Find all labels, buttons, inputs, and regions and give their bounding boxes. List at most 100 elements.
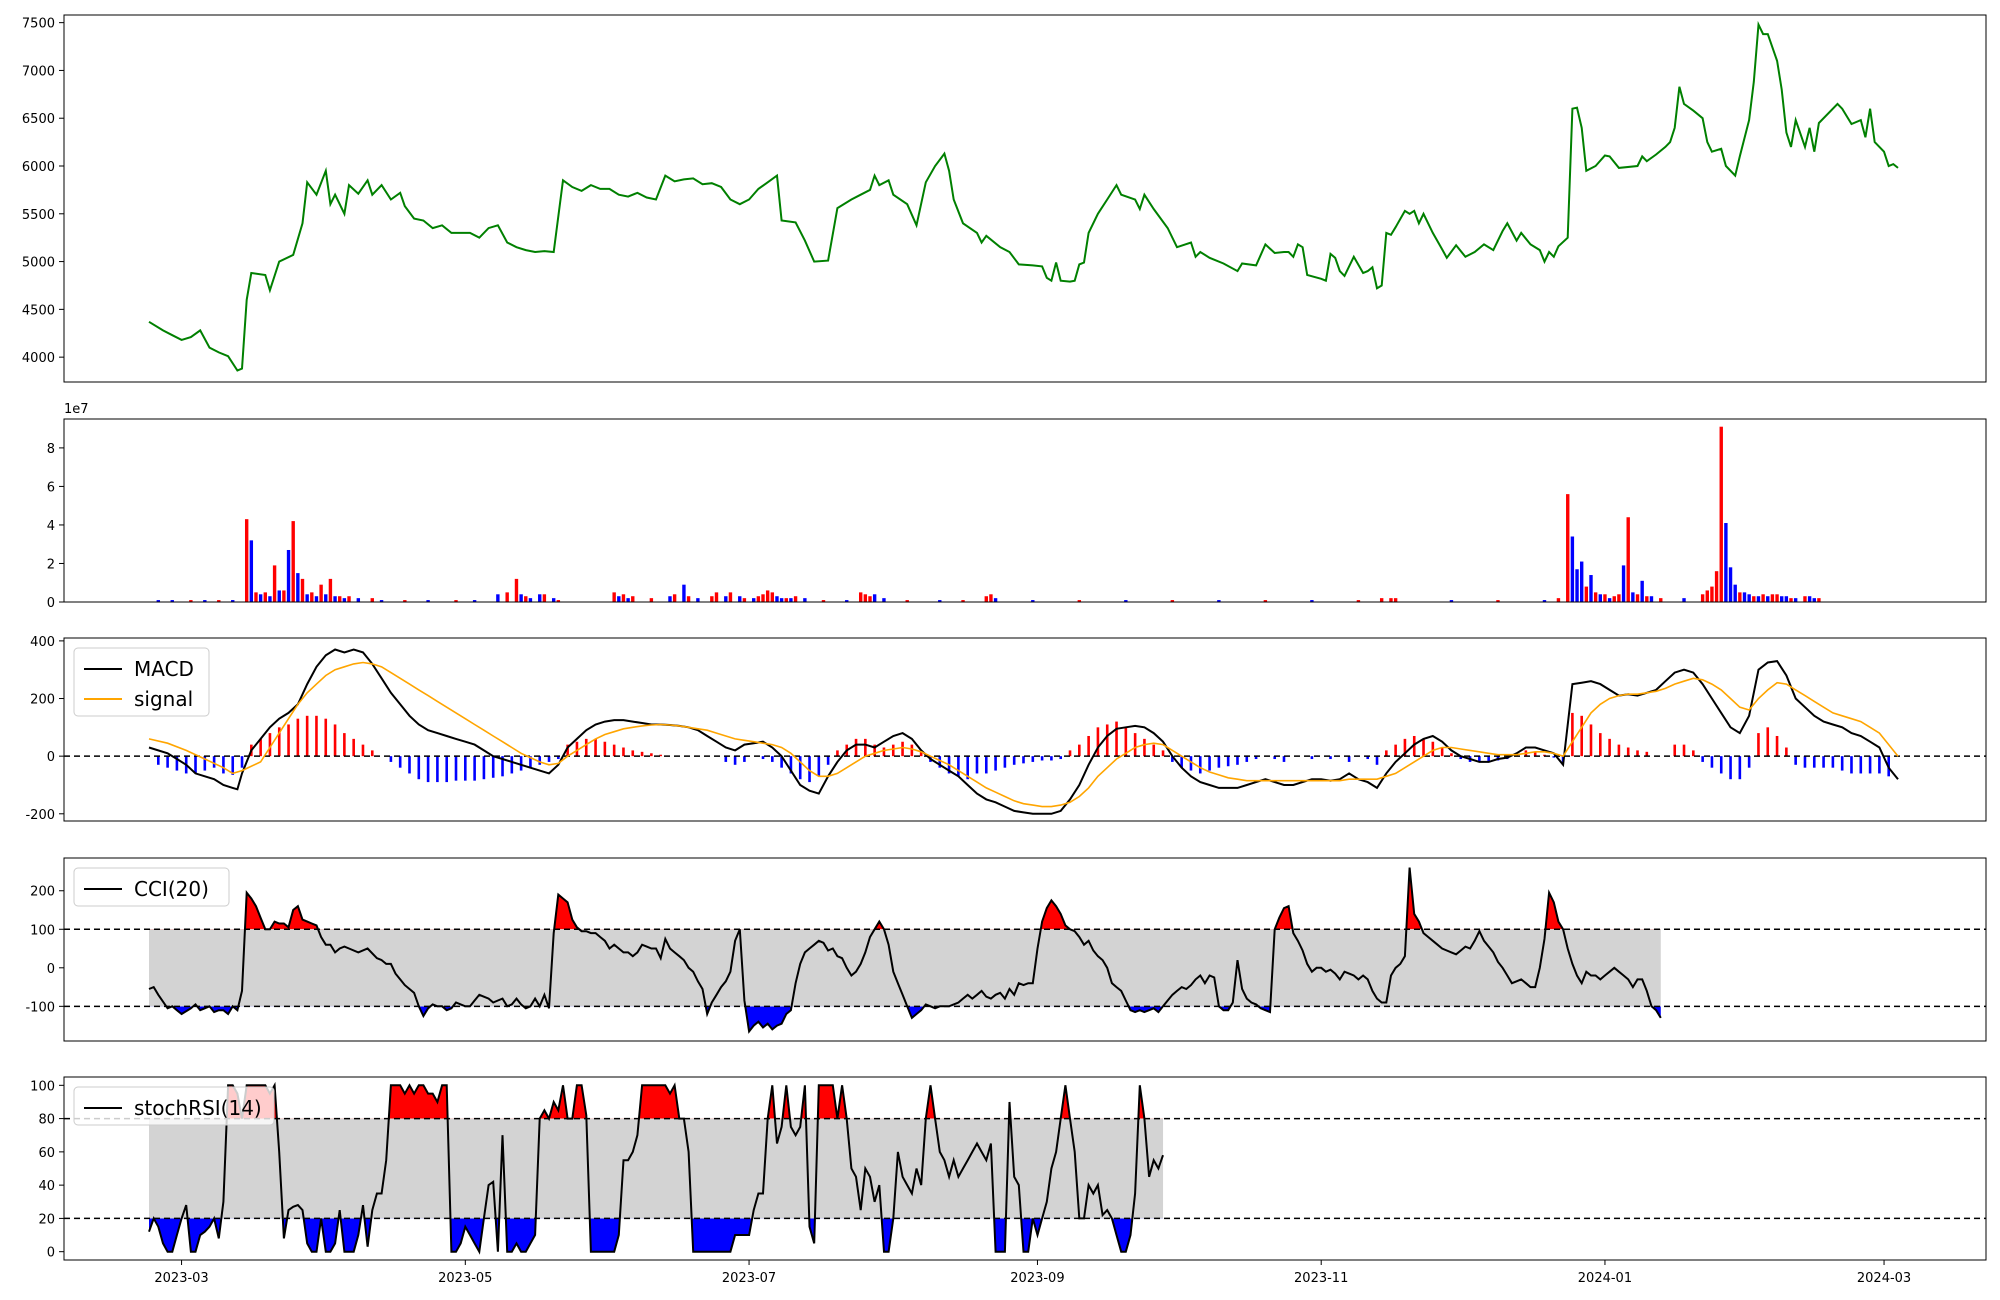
volume-bar (1584, 586, 1589, 602)
macd-histogram-bar (175, 756, 179, 771)
macd-histogram-bar (370, 750, 374, 757)
y-tick-label: -100 (25, 1000, 55, 1015)
macd-histogram-bar (482, 756, 486, 780)
volume-bar (1724, 523, 1728, 602)
macd-histogram-bar (1133, 733, 1137, 757)
volume-bar (1556, 598, 1561, 602)
volume-bar (770, 592, 775, 602)
volume-bar (1742, 592, 1747, 602)
macd-histogram-bar (919, 750, 923, 757)
macd-histogram-bar (994, 756, 997, 771)
macd-histogram-bar (361, 744, 365, 757)
volume-bar (296, 573, 300, 602)
macd-histogram-bar (826, 756, 830, 765)
volume-bar (626, 598, 630, 602)
macd-histogram-bar (315, 715, 318, 757)
macd-histogram-bar (650, 753, 653, 757)
macd-histogram-bar (491, 756, 495, 778)
macd-histogram-bar (305, 715, 309, 757)
volume-bar (1310, 600, 1314, 602)
volume-bar (291, 521, 295, 602)
volume-bar (1780, 596, 1784, 602)
volume-bar (310, 592, 314, 602)
macd-histogram-bar (594, 738, 597, 757)
volume-bar (724, 596, 728, 602)
macd-histogram-bar (557, 756, 560, 760)
volume-bar (1752, 596, 1756, 602)
macd-histogram-bar (408, 756, 411, 774)
macd-histogram-bar (1431, 741, 1435, 757)
macd-histogram-bar (1422, 738, 1425, 757)
macd-histogram-bar (538, 756, 542, 765)
macd-histogram-bar (240, 756, 244, 768)
legend-label: stochRSI(14) (134, 1096, 262, 1120)
macd-histogram-bar (1152, 744, 1156, 757)
macd-histogram-bar (1617, 744, 1621, 757)
macd-histogram-bar (603, 741, 607, 757)
macd-histogram-bar (910, 744, 914, 757)
macd-histogram-bar (222, 756, 225, 774)
volume-bar (761, 594, 765, 602)
macd-histogram-bar (864, 738, 867, 757)
cci-panel: -100 0 100 200 CCI(20) (25, 857, 1987, 1042)
y-tick-label: 6 (47, 480, 55, 495)
macd-histogram-bar (287, 724, 290, 757)
y-tick-label: 200 (30, 885, 55, 900)
volume-bar (696, 598, 700, 602)
volume-bar (756, 596, 761, 602)
volume-bar (347, 596, 351, 602)
volume-bar (1570, 536, 1575, 602)
volume-bar (524, 596, 528, 602)
macd-histogram-bar (501, 756, 504, 777)
x-tick-label: 2023-05 (438, 1271, 492, 1286)
macd-histogram-bar (333, 724, 337, 757)
panel-frame (63, 418, 1987, 603)
volume-bar (1728, 567, 1733, 602)
volume-bar (282, 590, 286, 602)
signal-line (148, 661, 1899, 808)
macd-histogram-bar (733, 756, 737, 765)
x-tick-label: 2024-01 (1578, 1271, 1632, 1286)
macd-histogram-bar (529, 756, 532, 768)
volume-bar (1449, 600, 1454, 602)
macd-histogram-bar (1831, 756, 1835, 768)
volume-bar (1542, 600, 1547, 602)
macd-histogram-bar (1552, 756, 1556, 758)
volume-bar (1170, 600, 1175, 602)
volume-bar (738, 596, 742, 602)
macd-histogram-bar (1571, 712, 1574, 757)
volume-bar (319, 584, 323, 602)
macd-histogram-bar (743, 756, 746, 762)
macd-histogram-bar (1729, 756, 1732, 780)
macd-histogram-bar (1161, 750, 1165, 757)
macd-histogram-bar (640, 751, 644, 757)
macd-histogram-bar (1533, 751, 1537, 757)
overbought-fill (149, 1085, 1164, 1119)
volume-bar (649, 598, 654, 602)
volume-bar (1659, 598, 1663, 602)
macd-histogram-bar (854, 738, 858, 757)
volume-bar (1566, 494, 1570, 602)
volume-bar (505, 592, 509, 602)
volume-bar (300, 578, 305, 602)
volume-bar (1379, 598, 1384, 602)
macd-histogram-bar (1329, 756, 1332, 760)
volume-bar (882, 598, 886, 602)
volume-bar (1626, 517, 1630, 602)
macd-histogram-bar (1115, 721, 1118, 757)
volume-bar (1593, 592, 1598, 602)
macd-histogram-bar (631, 750, 635, 757)
macd-histogram-bar (436, 756, 439, 783)
y-tick-label: 0 (47, 750, 55, 765)
macd-histogram-bar (622, 747, 625, 757)
volume-bar (1710, 586, 1714, 602)
macd-histogram-bar (1580, 715, 1583, 757)
macd-histogram-bar (1673, 744, 1677, 757)
volume-bar (728, 592, 733, 602)
x-axis: 2023-03 2023-05 2023-07 2023-09 2023-11 2024-… (154, 1260, 1911, 1286)
volume-bar (170, 600, 174, 602)
y-tick-label: 400 (30, 635, 55, 650)
macd-histogram-bar (1217, 756, 1221, 768)
macd-histogram-bar (780, 756, 783, 768)
volume-bar (426, 600, 430, 602)
